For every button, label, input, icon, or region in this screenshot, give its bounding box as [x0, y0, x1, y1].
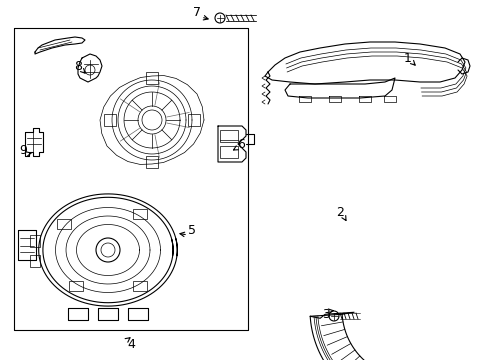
- Bar: [104, 114, 116, 126]
- Text: 3: 3: [322, 309, 330, 321]
- Bar: [69, 281, 83, 291]
- Text: 6: 6: [237, 138, 245, 150]
- Text: 9: 9: [19, 144, 27, 157]
- Bar: [30, 255, 40, 267]
- Text: 5: 5: [188, 225, 196, 238]
- Text: 1: 1: [404, 51, 412, 64]
- Bar: [220, 146, 238, 158]
- Bar: [133, 281, 147, 291]
- Bar: [57, 219, 71, 229]
- Bar: [146, 72, 158, 84]
- Bar: [30, 235, 40, 247]
- Text: 7: 7: [193, 6, 201, 19]
- Text: 8: 8: [74, 59, 82, 72]
- Bar: [133, 209, 147, 219]
- Bar: [146, 156, 158, 168]
- Text: 4: 4: [127, 338, 135, 351]
- Bar: [220, 130, 238, 142]
- Bar: [188, 114, 200, 126]
- Text: 2: 2: [336, 207, 344, 220]
